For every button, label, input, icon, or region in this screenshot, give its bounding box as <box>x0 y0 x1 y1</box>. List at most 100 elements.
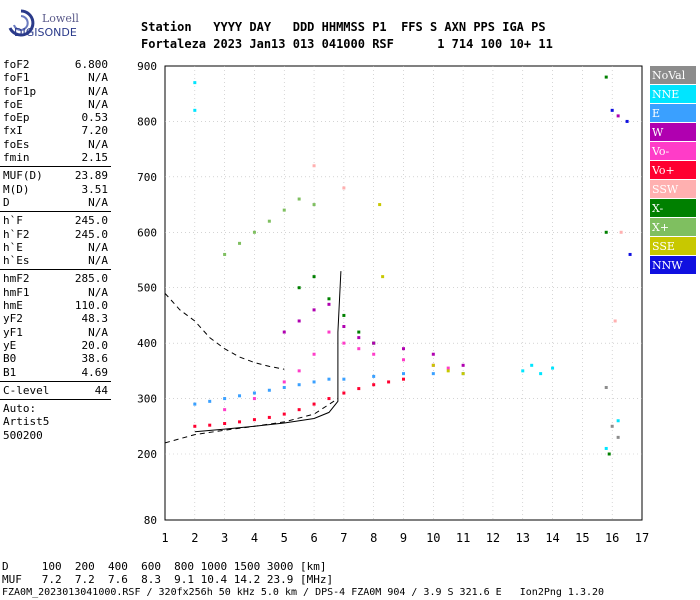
data-point <box>402 372 405 376</box>
data-point <box>431 363 435 367</box>
param-separator <box>0 380 111 382</box>
data-point <box>327 330 331 334</box>
data-point <box>297 383 301 387</box>
data-point <box>342 313 346 317</box>
data-point <box>446 369 450 373</box>
data-point <box>616 419 620 423</box>
data-point <box>312 203 316 207</box>
data-point <box>461 372 465 376</box>
legend-item: X- <box>650 199 696 218</box>
legend-item: NNE <box>650 85 696 104</box>
x-tick-label: 17 <box>635 531 649 545</box>
y-tick-label: 80 <box>144 514 157 527</box>
data-point <box>312 308 316 312</box>
data-point <box>521 369 525 373</box>
data-point <box>297 286 301 290</box>
param-value: N/A <box>88 137 108 151</box>
param-value: 20.0 <box>81 338 109 352</box>
param-key: fmin <box>3 151 30 165</box>
param-value: 23.89 <box>74 169 108 183</box>
data-point <box>193 424 197 428</box>
param-key: hmF2 <box>3 272 30 286</box>
param-key: h`F2 <box>3 227 30 241</box>
param-row: B1 4.69 <box>0 366 111 379</box>
data-point <box>372 352 376 356</box>
data-point <box>607 452 611 456</box>
data-point <box>616 114 620 118</box>
data-point <box>610 108 614 112</box>
param-key: 500200 <box>3 428 43 442</box>
param-value: 6.800 <box>74 58 108 71</box>
data-point <box>312 275 316 279</box>
data-point <box>610 424 614 428</box>
param-row: 500200 <box>0 429 111 442</box>
footer-file-info: FZA0M_2023013041000.RSF / 320fx256h 50 k… <box>2 587 605 598</box>
param-value: N/A <box>88 97 108 111</box>
footer-muf-row: MUF 7.2 7.2 7.6 8.3 9.1 10.4 14.2 23.9 [… <box>2 573 334 586</box>
param-separator <box>0 269 111 271</box>
param-row: h`Es N/A <box>0 254 111 267</box>
param-separator <box>0 211 111 213</box>
data-point <box>357 330 361 334</box>
param-key: C-level <box>3 383 50 397</box>
data-point <box>342 391 346 395</box>
param-value: 0.53 <box>81 111 109 125</box>
x-tick-label: 13 <box>516 531 530 545</box>
y-tick-label: 700 <box>137 171 157 184</box>
param-key: foE <box>3 97 23 111</box>
y-tick-label: 800 <box>137 115 157 128</box>
data-point <box>193 81 197 85</box>
param-value: N/A <box>88 254 108 268</box>
y-tick-label: 400 <box>137 337 157 350</box>
param-key: foF1 <box>3 71 30 85</box>
legend-item: SSE <box>650 237 696 256</box>
param-value: N/A <box>88 195 108 209</box>
data-point <box>461 363 465 367</box>
param-separator <box>0 166 111 168</box>
param-key: h`Es <box>3 254 30 268</box>
param-key: MUF(D) <box>3 169 43 183</box>
data-point <box>378 203 382 207</box>
x-tick-label: 15 <box>575 531 589 545</box>
param-key: yF1 <box>3 325 23 339</box>
profile-curve <box>164 398 339 444</box>
param-key: hmF1 <box>3 285 30 299</box>
legend-item: SSW <box>650 180 696 199</box>
data-point <box>312 164 316 168</box>
param-key: B1 <box>3 365 17 379</box>
x-tick-label: 3 <box>221 531 228 545</box>
param-row: Auto: <box>0 402 111 415</box>
param-key: foF1p <box>3 84 37 98</box>
data-point <box>223 397 227 401</box>
param-row: foEp 0.53 <box>0 111 111 124</box>
data-point <box>282 208 286 212</box>
param-key: fxI <box>3 124 23 138</box>
param-value: N/A <box>88 285 108 299</box>
logo-line-2: DIGISONDE <box>14 26 77 39</box>
param-row: Artist5 <box>0 415 111 428</box>
data-point <box>342 341 346 345</box>
param-row: h`F 245.0 <box>0 214 111 227</box>
param-key: yE <box>3 338 17 352</box>
x-tick-label: 9 <box>400 531 407 545</box>
data-point <box>223 422 227 426</box>
data-point <box>431 352 435 356</box>
data-point <box>252 391 256 395</box>
param-row: M(D) 3.51 <box>0 183 111 196</box>
x-tick-label: 10 <box>426 531 440 545</box>
param-row: h`E N/A <box>0 241 111 254</box>
data-point <box>604 230 608 234</box>
param-row: foF1p N/A <box>0 85 111 98</box>
y-tick-label: 200 <box>137 448 157 461</box>
y-tick-label: 500 <box>137 282 157 295</box>
param-row: h`F2 245.0 <box>0 228 111 241</box>
data-point <box>297 197 301 201</box>
param-key: foEs <box>3 137 30 151</box>
legend: NoVal NNE E W Vo- Vo+ SSW X- X+ SSE NNW <box>650 66 696 275</box>
data-point <box>267 388 271 392</box>
data-point <box>372 341 376 345</box>
param-value: 285.0 <box>74 272 108 286</box>
data-point <box>267 415 271 419</box>
data-point <box>252 230 256 234</box>
